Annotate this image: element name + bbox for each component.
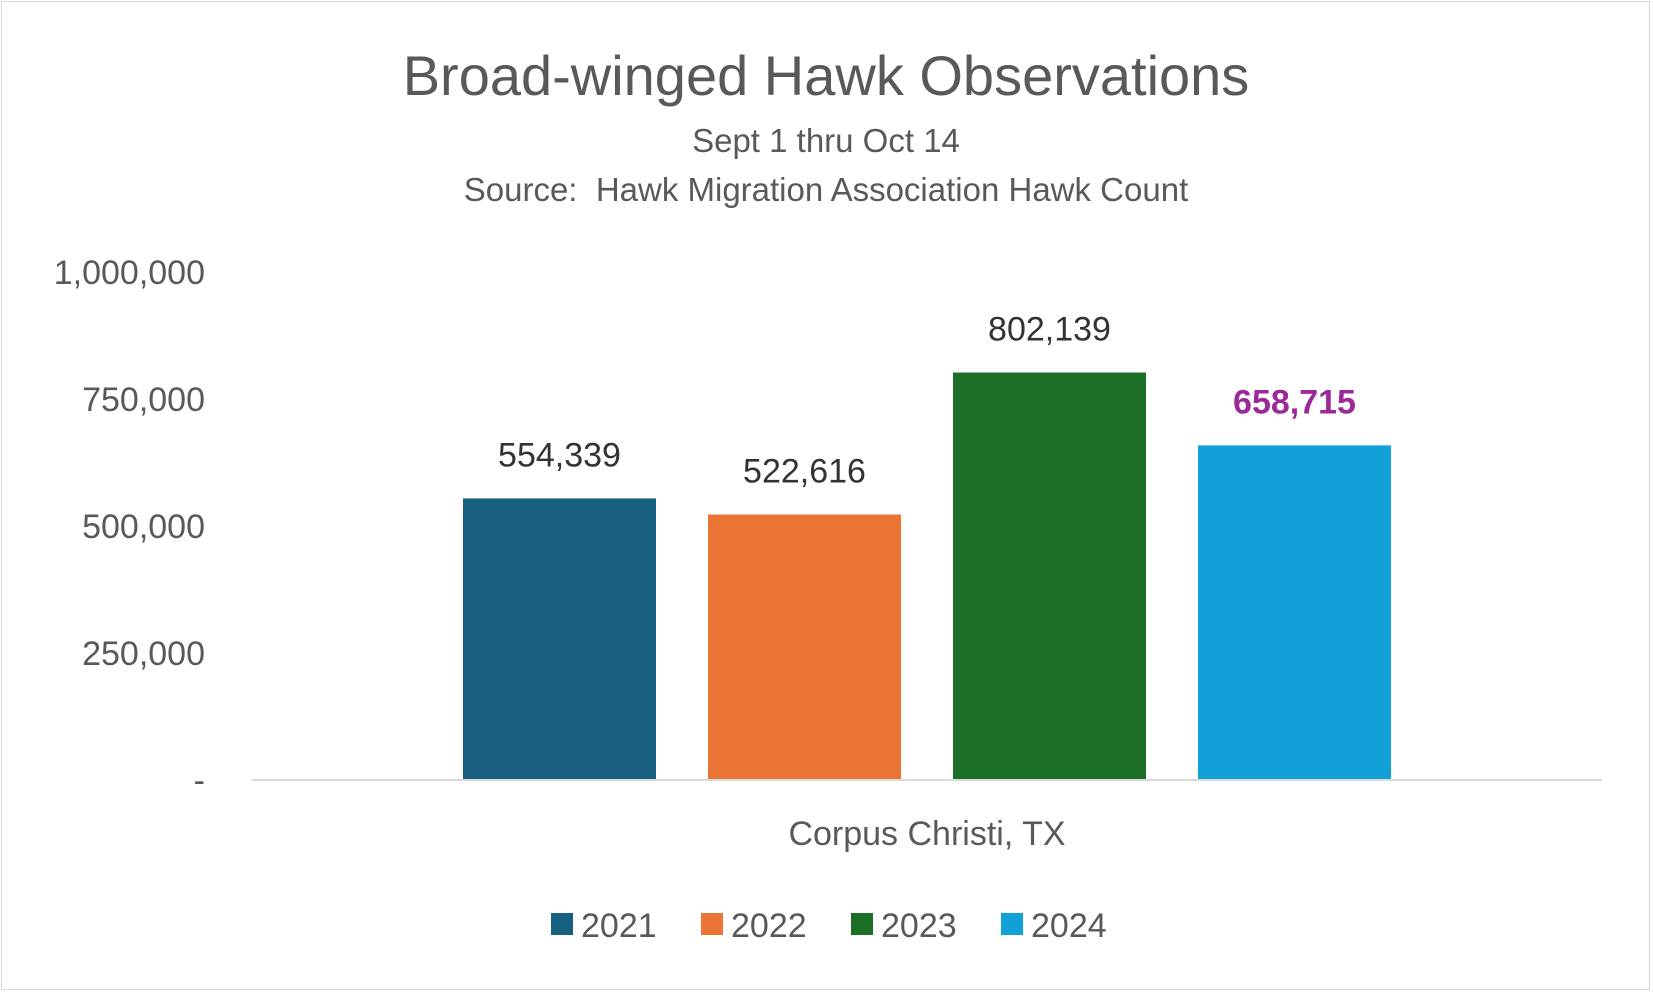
bar-2023 <box>953 372 1146 780</box>
chart-subtitle-line-1: Sept 1 thru Oct 14 <box>692 122 960 159</box>
y-tick-label: 500,000 <box>82 508 205 546</box>
legend-label-2021: 2021 <box>581 907 657 945</box>
x-category-label: Corpus Christi, TX <box>788 815 1065 853</box>
legend: 2021 2022 2023 2024 <box>551 907 1107 945</box>
y-tick-label: 1,000,000 <box>54 254 205 292</box>
chart-subtitle-line-2: Source: Hawk Migration Association Hawk … <box>464 171 1189 208</box>
bar-value-label-2024: 658,715 <box>1233 383 1356 421</box>
legend-label-2024: 2024 <box>1031 907 1107 945</box>
legend-swatch-2023 <box>851 913 873 935</box>
legend-swatch-2022 <box>701 913 723 935</box>
bars <box>463 372 1391 780</box>
legend-swatch-2021 <box>551 913 573 935</box>
y-tick-label: - <box>194 762 205 800</box>
y-tick-label: 750,000 <box>82 381 205 419</box>
bar-value-label-2023: 802,139 <box>988 311 1111 349</box>
y-tick-label: 250,000 <box>82 635 205 673</box>
bar-labels: 554,339 522,616 802,139 658,715 <box>498 311 1356 491</box>
bar-2022 <box>708 514 901 780</box>
legend-label-2022: 2022 <box>731 907 807 945</box>
bar-value-label-2022: 522,616 <box>743 453 866 491</box>
bar-2024 <box>1198 445 1391 780</box>
y-axis: - 250,000 500,000 750,000 1,000,000 <box>54 254 205 800</box>
legend-swatch-2024 <box>1001 913 1023 935</box>
chart-title: Broad-winged Hawk Observations <box>403 44 1250 107</box>
bar-2021 <box>463 498 656 780</box>
legend-label-2023: 2023 <box>881 907 957 945</box>
bar-value-label-2021: 554,339 <box>498 436 621 474</box>
